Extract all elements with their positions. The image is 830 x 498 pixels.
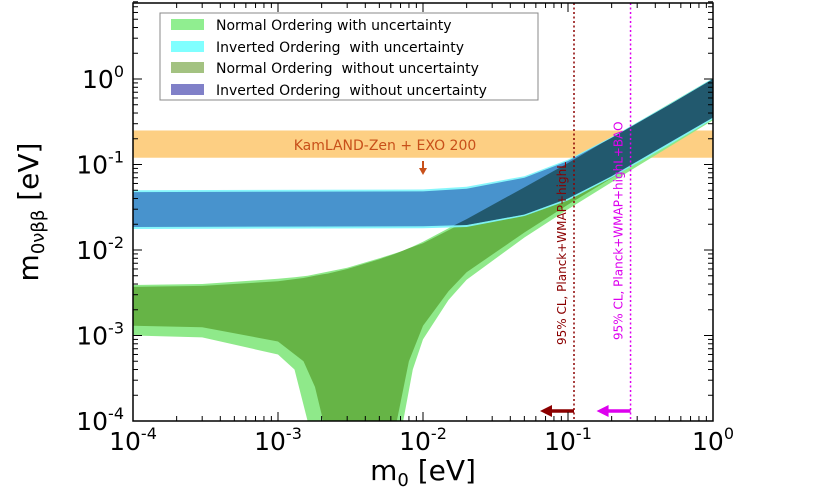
- y-tick-label: 100: [82, 62, 124, 94]
- legend-label-io-with-unc: Inverted Ordering with uncertainty: [216, 40, 464, 56]
- tick-base: 10: [254, 427, 286, 456]
- y-tick-label: 10-4: [76, 404, 124, 436]
- x-tick-label: 10-4: [109, 424, 157, 456]
- tick-exponent: -2: [108, 233, 124, 252]
- y-tick-label: 10-2: [76, 233, 124, 265]
- tick-exponent: -1: [576, 424, 592, 443]
- tick-exponent: -1: [108, 148, 124, 167]
- legend-swatch-no-with-unc: [171, 19, 204, 30]
- tick-base: 10: [82, 65, 114, 94]
- planck-highl-label: 95% CL, Planck+WMAP+highL: [555, 162, 569, 345]
- legend-box: [159, 12, 539, 101]
- tick-base: 10: [399, 427, 431, 456]
- legend-label-no-with-unc: Normal Ordering with uncertainty: [216, 18, 452, 34]
- tick-base: 10: [544, 427, 576, 456]
- bands-layer: [133, 78, 713, 421]
- y-tick-label: 10-1: [76, 148, 124, 180]
- band-overlap-region: [133, 79, 713, 227]
- tick-base: 10: [76, 407, 108, 436]
- y-tick-label: 10-3: [76, 319, 124, 351]
- x-tick-label: 100: [692, 424, 734, 456]
- legend-swatch-io-without-unc: [171, 84, 204, 95]
- legend-label-io-without-unc: Inverted Ordering without uncertainty: [216, 83, 487, 99]
- tick-exponent: 0: [724, 424, 734, 443]
- tick-exponent: -4: [108, 404, 124, 423]
- kamland-arrow-head: [419, 168, 427, 175]
- tick-base: 10: [76, 151, 108, 180]
- x-tick-label: 10-2: [399, 424, 447, 456]
- x-tick-label: 10-3: [254, 424, 302, 456]
- kamland-label: KamLAND-Zen + EXO 200: [294, 138, 477, 154]
- tick-base: 10: [109, 427, 141, 456]
- tick-exponent: -2: [431, 424, 447, 443]
- annotations-layer: KamLAND-Zen + EXO 200 95% CL, Planck+WMA…: [294, 3, 632, 421]
- y-axis-title: m0νββ [eV]: [12, 143, 49, 282]
- tick-exponent: -3: [108, 319, 124, 338]
- tick-exponent: -3: [286, 424, 302, 443]
- legend-label-no-without-unc: Normal Ordering without uncertainty: [216, 61, 479, 77]
- x-axis-title: m0 [eV]: [370, 454, 476, 491]
- plot-frame: [132, 2, 714, 422]
- legend: Normal Ordering with uncertainty Inverte…: [159, 12, 539, 101]
- planck-highl-limit-arrow-head: [540, 405, 553, 417]
- tick-base: 10: [692, 427, 724, 456]
- tick-exponent: 0: [114, 62, 124, 81]
- planck-highl-bao-limit-arrow-head: [596, 405, 609, 417]
- x-tick-label: 10-1: [544, 424, 592, 456]
- tick-base: 10: [76, 236, 108, 265]
- planck-highl-bao-label: 95% CL, Planck+WMAP+highL+BAO: [612, 121, 626, 340]
- tick-exponent: -4: [141, 424, 157, 443]
- tick-base: 10: [76, 322, 108, 351]
- legend-swatch-io-with-unc: [171, 41, 204, 52]
- legend-swatch-no-without-unc: [171, 62, 204, 73]
